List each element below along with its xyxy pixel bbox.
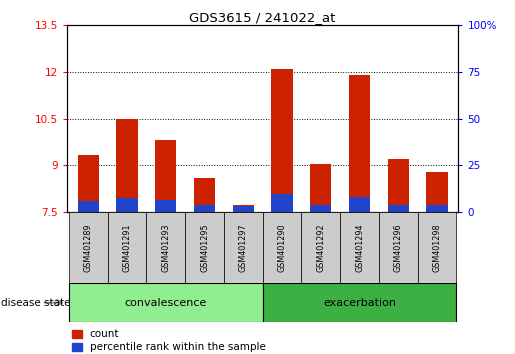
Bar — [349, 197, 370, 212]
Bar — [301, 212, 340, 283]
Bar — [78, 201, 99, 212]
Title: GDS3615 / 241022_at: GDS3615 / 241022_at — [190, 11, 336, 24]
Text: GSM401295: GSM401295 — [200, 223, 209, 272]
Text: disease state: disease state — [1, 298, 71, 308]
Text: GSM401290: GSM401290 — [278, 223, 286, 272]
Bar — [116, 198, 138, 212]
Bar — [233, 206, 254, 212]
Text: GSM401292: GSM401292 — [316, 223, 325, 272]
Bar — [340, 212, 379, 283]
Bar — [185, 212, 224, 283]
Text: GSM401294: GSM401294 — [355, 223, 364, 272]
Bar — [78, 155, 99, 212]
Bar — [69, 212, 108, 283]
Bar — [418, 212, 456, 283]
Bar — [233, 205, 254, 212]
Bar — [263, 283, 456, 322]
Bar — [155, 200, 177, 212]
Text: exacerbation: exacerbation — [323, 298, 396, 308]
Text: GSM401297: GSM401297 — [239, 223, 248, 272]
Bar — [310, 164, 332, 212]
Bar — [379, 212, 418, 283]
Text: GSM401298: GSM401298 — [433, 223, 441, 272]
Bar — [116, 119, 138, 212]
Text: GSM401291: GSM401291 — [123, 223, 131, 272]
Bar — [388, 205, 409, 212]
Bar — [263, 212, 301, 283]
Text: GSM401296: GSM401296 — [394, 223, 403, 272]
Bar — [146, 212, 185, 283]
Text: GSM401293: GSM401293 — [161, 223, 170, 272]
Bar — [271, 194, 293, 212]
Bar — [155, 141, 177, 212]
Bar — [108, 212, 146, 283]
Bar — [224, 212, 263, 283]
Bar — [69, 283, 263, 322]
Bar — [349, 75, 370, 212]
Legend: count, percentile rank within the sample: count, percentile rank within the sample — [72, 329, 266, 352]
Bar — [271, 69, 293, 212]
Bar — [194, 205, 215, 212]
Bar — [194, 178, 215, 212]
Text: convalescence: convalescence — [125, 298, 207, 308]
Bar — [426, 172, 448, 212]
Bar — [426, 205, 448, 212]
Bar — [388, 159, 409, 212]
Bar — [310, 205, 332, 212]
Text: GSM401289: GSM401289 — [84, 223, 93, 272]
